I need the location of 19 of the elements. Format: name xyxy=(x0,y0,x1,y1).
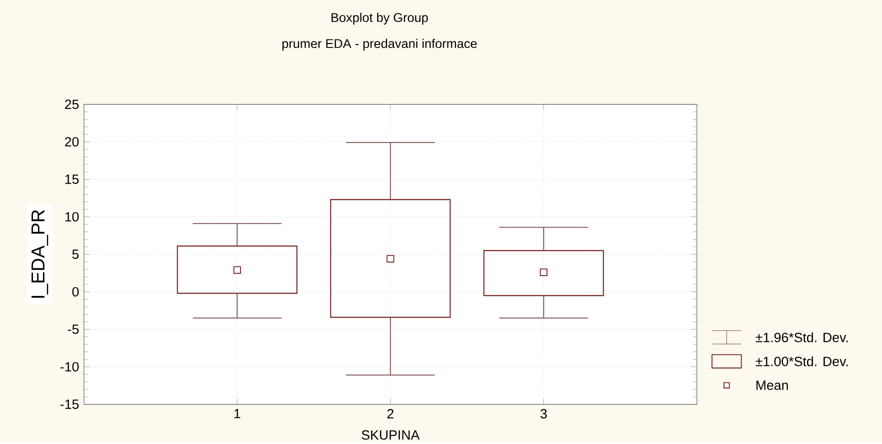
text: ±1.00*Std. Dev. xyxy=(756,356,848,366)
y-tick-label: -10 xyxy=(60,362,79,372)
y-tick-label: -5 xyxy=(68,324,79,334)
text: Mean xyxy=(756,380,788,390)
x-tick-label: 3 xyxy=(540,408,547,418)
x-tick-label: 2 xyxy=(387,408,394,418)
y-axis-title: I_EDA_PR xyxy=(32,210,48,298)
y-tick-label: 25 xyxy=(65,100,79,109)
chart-title: Boxplot by Group xyxy=(332,12,428,24)
y-tick-label: 20 xyxy=(65,137,79,146)
y-tick-label: 10 xyxy=(65,212,79,222)
x-tick-label: 1 xyxy=(234,408,240,418)
x-axis-title: SKUPINA xyxy=(362,430,420,440)
y-tick-label: -15 xyxy=(60,400,79,409)
y-tick-label: 0 xyxy=(72,287,79,296)
y-tick-label: 5 xyxy=(72,250,79,259)
chart-subtitle: prumer EDA - predavani informace xyxy=(282,38,477,50)
text: ±1.96*Std. Dev. xyxy=(756,332,848,342)
y-tick-label: 15 xyxy=(65,174,79,184)
